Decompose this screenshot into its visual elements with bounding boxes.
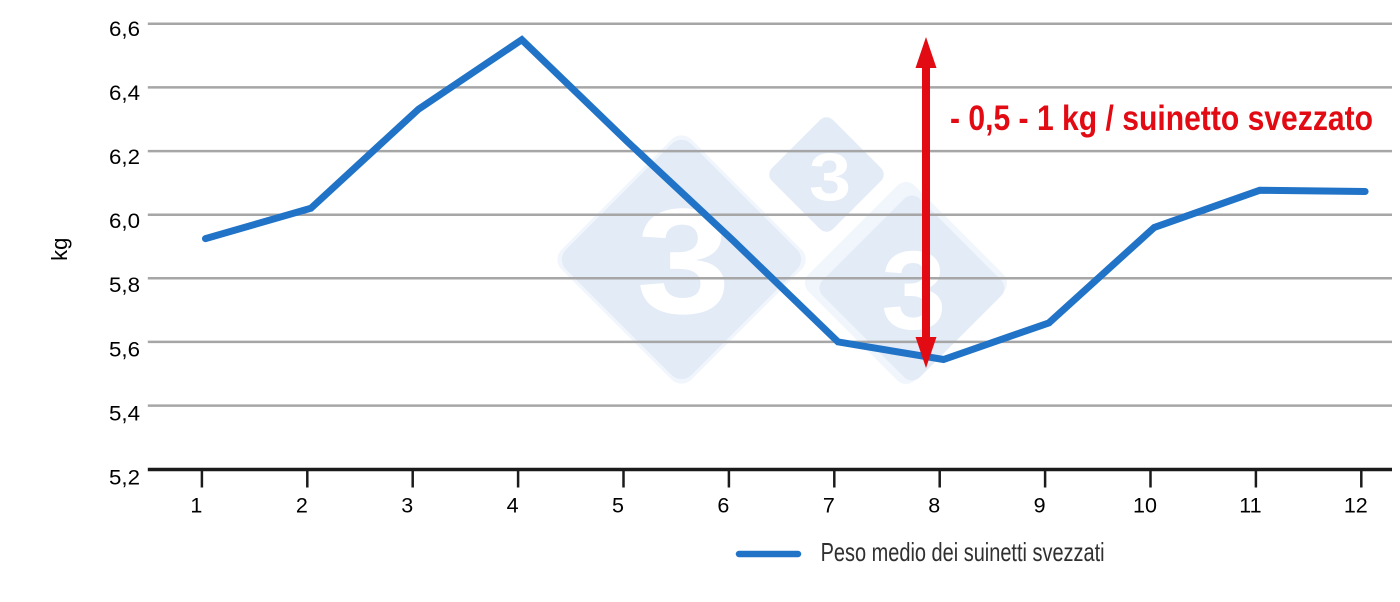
svg-text:kg: kg [47,238,72,261]
svg-text:1: 1 [190,494,202,518]
svg-text:11: 11 [1239,494,1261,518]
svg-text:10: 10 [1133,494,1157,518]
svg-text:6,2: 6,2 [109,145,140,169]
svg-text:3: 3 [881,229,946,353]
svg-text:6,6: 6,6 [109,17,140,41]
svg-text:- 0,5 - 1 kg / suinetto svezza: - 0,5 - 1 kg / suinetto svezzato [950,99,1373,138]
svg-text:Peso medio dei suinetti svezza: Peso medio dei suinetti svezzati [821,537,1105,567]
svg-text:6,4: 6,4 [109,81,140,105]
svg-text:5: 5 [612,494,624,518]
svg-text:6: 6 [717,494,729,518]
svg-text:3: 3 [636,177,730,345]
svg-text:2: 2 [296,494,308,518]
svg-text:5,8: 5,8 [109,273,140,297]
svg-text:9: 9 [1034,494,1046,518]
svg-text:5,6: 5,6 [109,337,140,361]
svg-text:6,0: 6,0 [109,209,140,233]
svg-text:5,2: 5,2 [109,465,140,489]
svg-text:7: 7 [823,494,835,518]
svg-text:3: 3 [401,494,413,518]
svg-text:8: 8 [928,494,940,518]
svg-text:4: 4 [507,494,519,518]
svg-text:5,4: 5,4 [109,401,140,425]
svg-text:12: 12 [1344,494,1368,518]
